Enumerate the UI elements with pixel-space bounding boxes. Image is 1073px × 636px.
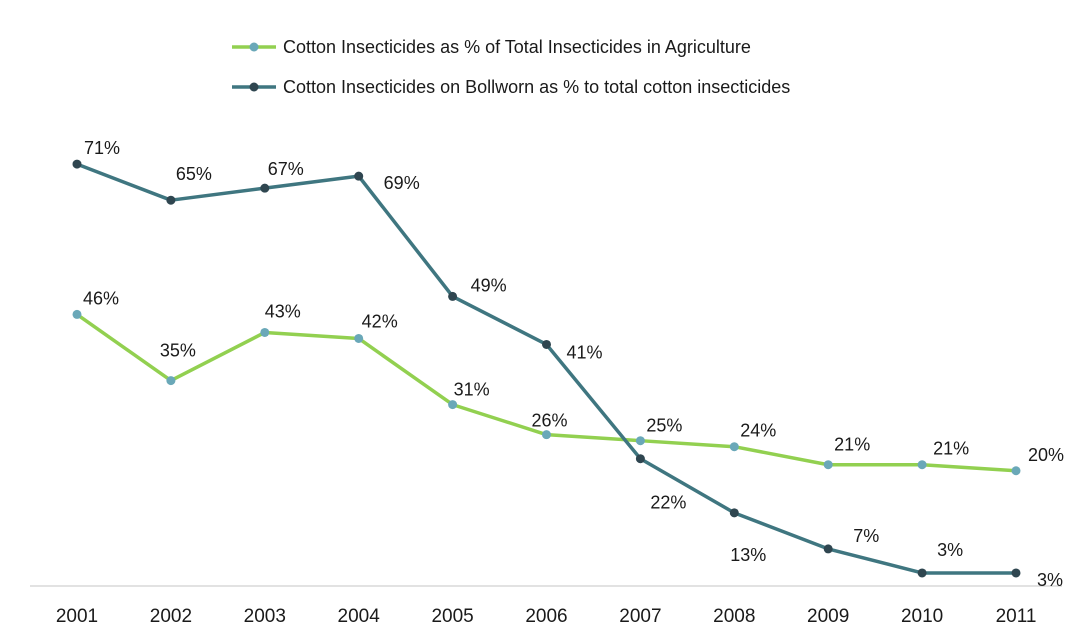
data-label-series-2: 69%	[384, 173, 420, 193]
x-tick-label: 2002	[150, 606, 192, 627]
data-label-series-1: 26%	[531, 411, 567, 431]
data-label-series-2: 65%	[176, 164, 212, 184]
series-line-2	[76, 162, 1016, 575]
data-point-series-2	[448, 291, 458, 301]
data-point-series-1	[917, 460, 927, 470]
data-label-series-1: 31%	[454, 380, 490, 400]
data-point-series-2	[354, 171, 364, 181]
data-label-series-2: 7%	[853, 526, 879, 546]
data-point-series-1	[166, 376, 176, 386]
legend-label-series-1: Cotton Insecticides as % of Total Insect…	[283, 37, 751, 57]
data-point-series-2	[260, 183, 270, 193]
x-tick-label: 2009	[807, 606, 849, 627]
x-tick-label: 2010	[901, 606, 943, 627]
x-tick-label: 2006	[525, 606, 567, 627]
data-label-series-2: 67%	[268, 159, 304, 179]
legend-label-series-2: Cotton Insecticides on Bollworn as % to …	[283, 77, 790, 97]
data-point-series-2	[729, 508, 739, 518]
data-point-series-2	[917, 568, 927, 578]
legend: Cotton Insecticides as % of Total Insect…	[232, 37, 790, 97]
x-tick-label: 2005	[431, 606, 473, 627]
data-point-series-1	[823, 460, 833, 470]
series-layer	[72, 159, 1021, 578]
data-label-series-1: 25%	[646, 416, 682, 436]
data-label-series-1: 42%	[362, 311, 398, 331]
series-line-1	[75, 312, 1017, 473]
legend-entry-series-1: Cotton Insecticides as % of Total Insect…	[232, 37, 751, 57]
data-label-series-2: 13%	[730, 545, 766, 565]
x-tick-label: 2007	[619, 606, 661, 627]
data-label-series-2: 3%	[937, 540, 963, 560]
data-point-series-2	[166, 195, 176, 205]
data-labels: 46% 35% 43% 42% 31% 26% 25% 24% 21% 21% 20% 71% 65% 6…	[83, 138, 1064, 590]
data-label-series-1: 35%	[160, 341, 196, 361]
data-label-series-1: 46%	[83, 288, 119, 308]
legend-entry-series-2: Cotton Insecticides on Bollworn as % to …	[232, 77, 790, 97]
x-tick-label: 2001	[56, 606, 98, 627]
data-point-series-1	[260, 327, 270, 337]
data-point-series-2	[1011, 568, 1021, 578]
data-label-series-1: 43%	[265, 301, 301, 321]
data-point-series-2	[823, 544, 833, 554]
x-tick-label: 2008	[713, 606, 755, 627]
data-point-series-1	[635, 436, 645, 446]
data-label-series-2: 22%	[650, 493, 686, 513]
data-label-series-2: 3%	[1037, 570, 1063, 590]
data-point-series-2	[72, 159, 82, 169]
data-label-series-2: 41%	[566, 342, 602, 362]
x-axis-ticks: 2001 2002 2003 2004 2005 2006 2007 2008 2009 2010…	[56, 606, 1037, 627]
data-label-series-1: 24%	[740, 421, 776, 441]
data-label-series-1: 21%	[834, 435, 870, 455]
data-point-series-1	[354, 333, 364, 343]
data-point-series-2	[542, 339, 551, 349]
data-point-series-1	[72, 309, 82, 319]
data-point-series-1	[1011, 466, 1021, 476]
data-point-series-1	[542, 430, 551, 440]
data-label-series-2: 71%	[84, 138, 120, 158]
data-label-series-2: 49%	[471, 275, 507, 295]
x-tick-label: 2003	[244, 606, 286, 627]
x-tick-label: 2011	[996, 606, 1037, 627]
data-label-series-1: 20%	[1028, 445, 1064, 465]
data-label-series-1: 21%	[933, 439, 969, 459]
data-point-series-1	[448, 400, 458, 410]
x-tick-label: 2004	[338, 606, 381, 627]
data-point-series-2	[635, 454, 645, 464]
data-point-series-1	[729, 442, 739, 452]
